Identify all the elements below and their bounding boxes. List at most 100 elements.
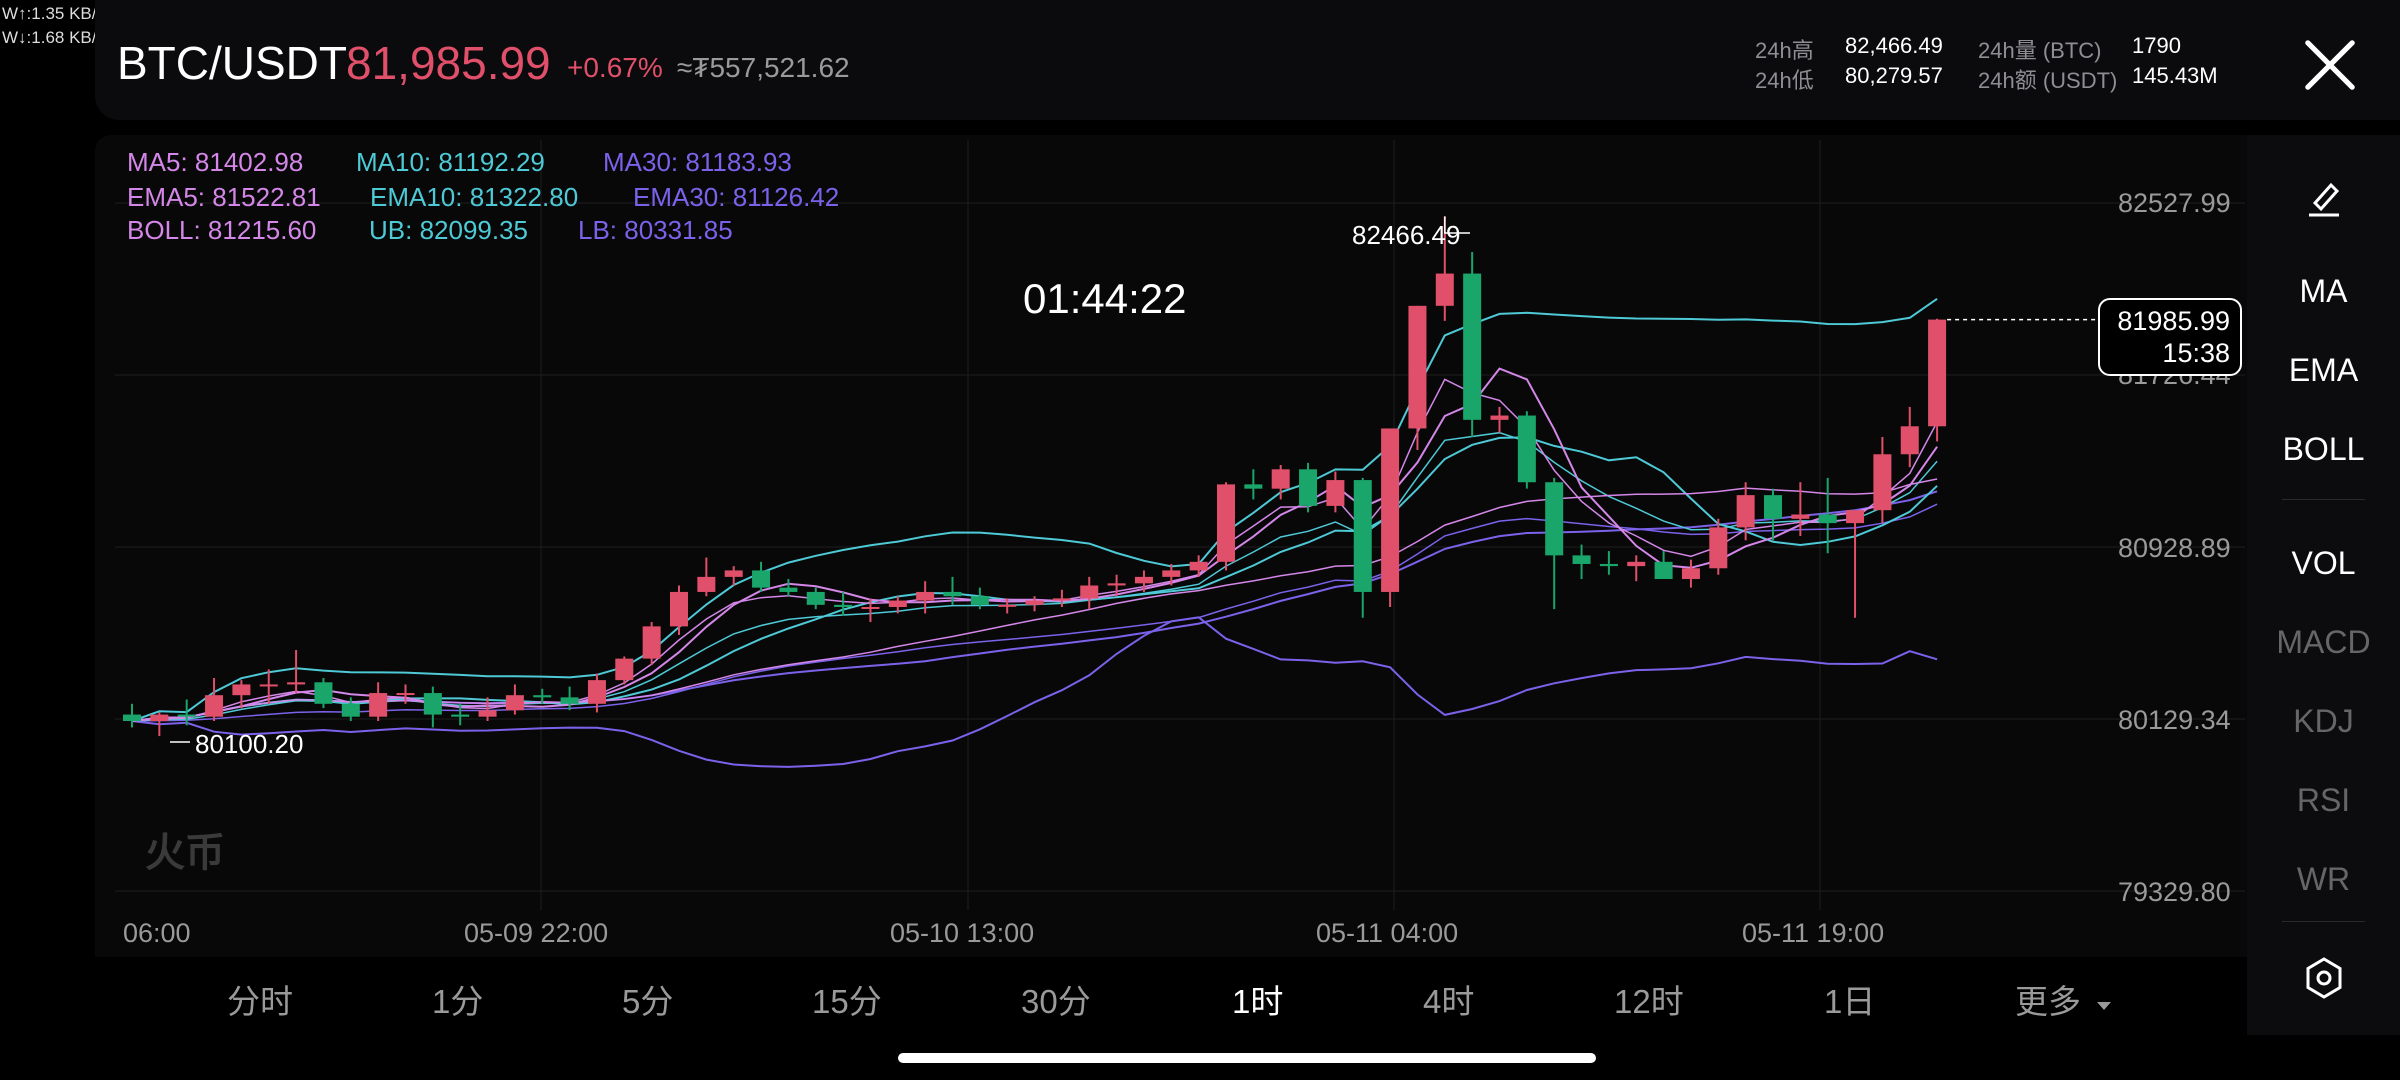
low-price-label: 80100.20 [195, 729, 304, 759]
current-price-time: 15:38 [2162, 338, 2230, 368]
download-speed: W↓:1.68 KB/s [2, 28, 105, 47]
sidebar-item-boll[interactable]: BOLL [2282, 431, 2365, 467]
candle-body [232, 684, 251, 696]
candle-body [150, 714, 169, 722]
candle-body [1271, 469, 1290, 489]
candle-body [177, 714, 196, 717]
peak-leader-line [1444, 216, 1470, 234]
candle-body [1928, 319, 1947, 427]
current-price-value: 81985.99 [2117, 306, 2230, 336]
last-price: 81,985.99 [346, 37, 551, 89]
sidebar-item-ema[interactable]: EMA [2288, 352, 2359, 388]
x-tick: 05-09 22:00 [464, 918, 609, 948]
candle-body [287, 682, 306, 685]
chevron-down-icon [2097, 1002, 2112, 1010]
tab-1min[interactable]: 1分 [432, 983, 484, 1020]
upload-speed: W↑:1.35 KB/s [2, 4, 105, 23]
boll-upper-line [131, 297, 1938, 722]
candle-body [970, 596, 989, 605]
y-tick: 79329.80 [2118, 877, 2231, 907]
candle-body [205, 695, 224, 717]
candle-body [1189, 561, 1208, 571]
candle-body [369, 693, 388, 717]
candle-body [587, 680, 606, 704]
candle-body [1736, 495, 1755, 528]
x-tick: 05-11 19:00 [1742, 918, 1885, 948]
tab-more[interactable]: 更多 [2015, 975, 2112, 1023]
candle-body [1134, 576, 1153, 584]
current-price-marker: 81985.99 15:38 [2098, 298, 2242, 376]
volume-value: 1790 [2132, 33, 2181, 58]
candle-body [998, 604, 1017, 607]
boll-legend: BOLL: 81215.60 [127, 215, 317, 245]
candle-body [314, 682, 333, 704]
price-change: +0.67% [567, 52, 663, 83]
draw-pen-icon[interactable] [2301, 173, 2347, 219]
candle-body [259, 684, 278, 687]
sidebar-item-wr[interactable]: WR [2296, 861, 2351, 897]
high-label: 24h高 [1755, 38, 1814, 63]
candle-body [1545, 482, 1564, 556]
sidebar-item-ma[interactable]: MA [2299, 273, 2348, 309]
candle-body [752, 570, 771, 588]
tab-1day[interactable]: 1日 [1824, 983, 1876, 1020]
low-value: 80,279.57 [1845, 63, 1943, 88]
candle-body [1572, 555, 1591, 564]
x-tick: 05-10 13:00 [890, 918, 1035, 948]
candle-body [1107, 583, 1126, 586]
tab-timeline[interactable]: 分时 [227, 983, 293, 1020]
candle-body [1517, 415, 1536, 483]
candle-body [1873, 454, 1892, 511]
candle-body [1818, 514, 1837, 524]
tab-30min[interactable]: 30分 [1021, 983, 1091, 1020]
ema5-legend: EMA5: 81522.81 [127, 182, 321, 212]
candle-body [834, 604, 853, 607]
indicator-sidebar: MA EMA BOLL VOL MACD KDJ RSI WR [2247, 135, 2400, 1035]
candle-body [1681, 568, 1700, 580]
close-icon[interactable] [2300, 35, 2360, 95]
candle-body [1627, 561, 1646, 567]
candle-body [1381, 428, 1400, 592]
peak-price-label: 82466.49 [1352, 220, 1461, 250]
candle-body [724, 570, 743, 577]
candle-body [1162, 570, 1181, 577]
sidebar-item-vol[interactable]: VOL [2291, 545, 2356, 581]
candle-body [1408, 305, 1427, 429]
y-tick: 80129.34 [2118, 705, 2231, 735]
y-tick: 80928.89 [2118, 533, 2231, 563]
ma5-line [131, 367, 1938, 722]
more-label: 更多 [2015, 983, 2081, 1020]
sidebar-item-macd[interactable]: MACD [2276, 624, 2371, 660]
candle-body [806, 591, 825, 605]
tab-12hour[interactable]: 12时 [1614, 983, 1684, 1020]
candle-body [1900, 426, 1919, 455]
tab-5min[interactable]: 5分 [622, 983, 674, 1020]
tab-1hour[interactable]: 1时 [1232, 983, 1284, 1020]
candle-body [697, 576, 716, 592]
candle-body [1764, 495, 1782, 519]
tab-4hour[interactable]: 4时 [1423, 983, 1475, 1020]
watermark-text: 火币 [145, 831, 225, 875]
tab-15min[interactable]: 15分 [812, 983, 882, 1020]
ticker-header: BTC/USDT 81,985.99 +0.67% ≈₮557,521.62 2… [95, 0, 2400, 120]
candle-body [1217, 484, 1235, 562]
chart-panel[interactable] [95, 135, 2247, 957]
candle-body [1244, 484, 1263, 489]
sidebar-item-rsi[interactable]: RSI [2296, 782, 2351, 818]
candle-body [1052, 598, 1071, 601]
candle-body [423, 693, 442, 715]
candle-body [779, 587, 798, 592]
trading-pair[interactable]: BTC/USDT [117, 37, 347, 89]
candle-body [1654, 561, 1673, 580]
candle-body [1353, 480, 1372, 592]
candle-body [642, 626, 661, 659]
settings-icon[interactable] [2301, 955, 2347, 1001]
ema30-legend: EMA30: 81126.42 [633, 182, 840, 212]
sidebar-item-kdj[interactable]: KDJ [2293, 703, 2354, 739]
home-indicator [898, 1053, 1596, 1063]
candle-body [1791, 514, 1810, 519]
candle-body [861, 606, 880, 609]
candle-body [560, 697, 579, 704]
ma30-legend: MA30: 81183.93 [603, 147, 792, 177]
